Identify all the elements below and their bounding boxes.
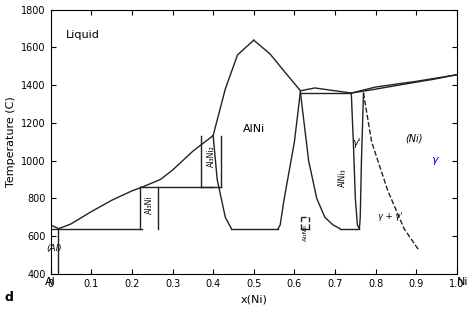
Text: Al: Al [45, 277, 56, 287]
Text: γ': γ' [352, 138, 360, 148]
Text: d: d [5, 291, 14, 304]
Text: Ni: Ni [457, 277, 468, 287]
Text: Al₃Ni₅: Al₃Ni₅ [302, 224, 308, 241]
Text: γ: γ [431, 155, 438, 165]
Text: Al₃Ni: Al₃Ni [145, 195, 154, 214]
Text: AlNi: AlNi [243, 124, 265, 134]
Text: (Ni): (Ni) [406, 134, 423, 144]
Text: γ + γ': γ + γ' [378, 212, 402, 221]
Text: (Al): (Al) [46, 244, 62, 253]
X-axis label: x(Ni): x(Ni) [240, 294, 267, 304]
Text: Liquid: Liquid [66, 30, 100, 40]
Y-axis label: Temperature (C): Temperature (C) [6, 96, 16, 187]
Text: Al₃Ni₂: Al₃Ni₂ [207, 146, 216, 167]
Text: AlNi₃: AlNi₃ [337, 168, 347, 187]
